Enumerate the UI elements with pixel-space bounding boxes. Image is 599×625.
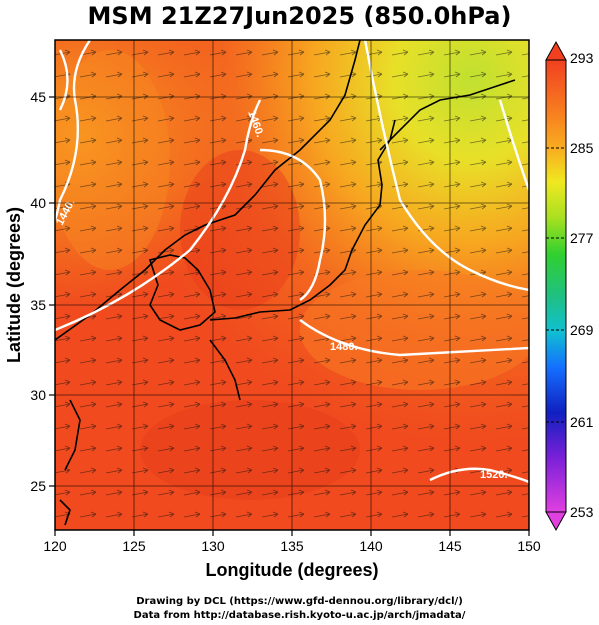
credit-line-2: Data from http://database.rish.kyoto-u.a…: [133, 610, 466, 621]
axis-ticks: [49, 96, 530, 536]
y-tick-label: 25: [30, 478, 46, 494]
y-tick-label: 45: [30, 89, 46, 105]
x-tick-label: 130: [201, 538, 225, 554]
page-title: MSM 21Z27Jun2025 (850.0hPa): [87, 2, 512, 30]
y-tick-label: 30: [30, 387, 46, 403]
y-tick-label: 40: [30, 195, 46, 211]
y-axis-label: Latitude (degrees): [4, 207, 24, 363]
colorbar-min-triangle: [545, 511, 567, 532]
contour-lines: [55, 40, 529, 484]
colorbar-label: 269: [570, 322, 594, 338]
colorbar-label: 285: [570, 140, 594, 156]
contour-label: 1480.: [330, 341, 358, 353]
colorbar-label: 253: [570, 504, 594, 520]
x-tick-label: 145: [438, 538, 462, 554]
grid-lines: [55, 40, 529, 530]
colorbar-label: 261: [570, 414, 594, 430]
contour-label: 1520.: [480, 469, 508, 481]
x-axis-label: Longitude (degrees): [205, 560, 378, 580]
x-tick-label: 120: [43, 538, 67, 554]
x-tick-label: 150: [517, 538, 541, 554]
colorbar-label: 277: [570, 230, 594, 246]
colorbar-label: 293: [570, 50, 594, 66]
temperature-field: [55, 40, 529, 530]
x-tick-label: 125: [122, 538, 146, 554]
coastlines: [55, 40, 516, 526]
colorbar: 293 285 277 269 261 253: [545, 40, 594, 532]
colorbar-max-triangle: [545, 40, 567, 61]
credit-line-1: Drawing by DCL (https://www.gfd-dennou.o…: [136, 596, 463, 607]
x-tick-label: 140: [359, 538, 383, 554]
x-tick-label: 135: [280, 538, 304, 554]
y-tick-label: 35: [30, 297, 46, 313]
